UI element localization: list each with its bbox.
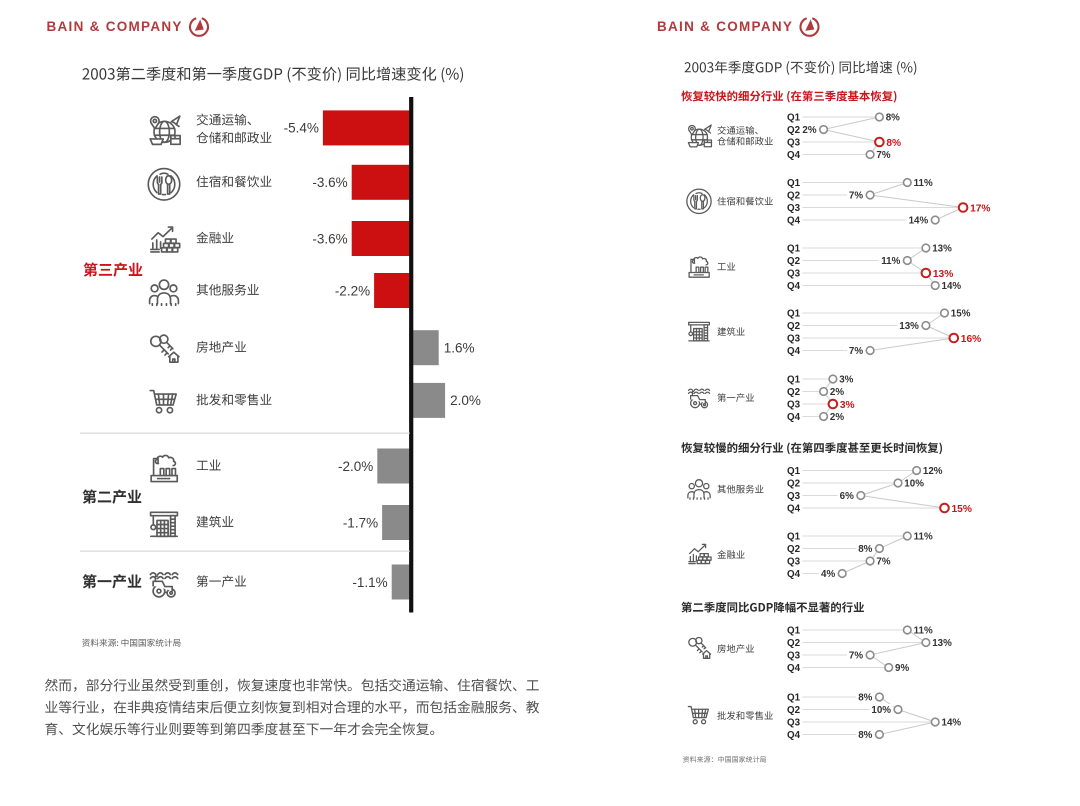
svg-text:Q1: Q1 xyxy=(787,243,801,254)
svg-text:3%: 3% xyxy=(839,375,853,386)
svg-text:Q2: Q2 xyxy=(787,321,801,332)
svg-text:Q3: Q3 xyxy=(787,717,801,728)
svg-text:Q1: Q1 xyxy=(787,625,801,636)
svg-text:14%: 14% xyxy=(909,216,929,227)
svg-text:7%: 7% xyxy=(849,346,863,357)
svg-text:13%: 13% xyxy=(899,321,919,332)
svg-text:14%: 14% xyxy=(942,718,962,729)
svg-text:13%: 13% xyxy=(933,269,953,280)
svg-text:Q2: Q2 xyxy=(787,190,801,201)
svg-text:BAIN & COMPANY: BAIN & COMPANY xyxy=(47,19,183,34)
svg-text:2%: 2% xyxy=(830,387,844,398)
svg-text:8%: 8% xyxy=(858,693,872,704)
svg-text:7%: 7% xyxy=(849,191,863,202)
svg-text:13%: 13% xyxy=(932,638,952,649)
svg-text:11%: 11% xyxy=(914,178,933,189)
svg-text:2%: 2% xyxy=(830,412,844,423)
svg-text:Q2: Q2 xyxy=(787,387,801,398)
svg-text:Q4: Q4 xyxy=(787,412,801,423)
svg-text:8%: 8% xyxy=(858,730,872,741)
svg-text:Q4: Q4 xyxy=(787,503,801,514)
svg-text:17%: 17% xyxy=(970,203,990,214)
svg-text:7%: 7% xyxy=(876,150,890,161)
svg-text:14%: 14% xyxy=(942,281,962,292)
svg-text:10%: 10% xyxy=(871,705,891,716)
svg-text:11%: 11% xyxy=(881,256,900,267)
svg-text:Q4: Q4 xyxy=(787,346,801,357)
svg-text:-2.2%: -2.2% xyxy=(335,283,370,298)
svg-text:Q3: Q3 xyxy=(787,137,801,148)
svg-text:Q4: Q4 xyxy=(787,215,801,226)
svg-text:Q4: Q4 xyxy=(787,663,801,674)
svg-text:Q4: Q4 xyxy=(787,730,801,741)
svg-text:-5.4%: -5.4% xyxy=(284,121,319,136)
svg-text:Q3: Q3 xyxy=(787,203,801,214)
svg-text:-2.0%: -2.0% xyxy=(338,459,373,474)
svg-text:-1.1%: -1.1% xyxy=(352,575,387,590)
svg-text:15%: 15% xyxy=(951,309,971,320)
svg-text:Q2: Q2 xyxy=(787,125,801,136)
svg-text:8%: 8% xyxy=(858,544,872,555)
svg-text:1.6%: 1.6% xyxy=(444,341,475,356)
svg-text:-3.6%: -3.6% xyxy=(312,175,347,190)
svg-text:Q1: Q1 xyxy=(787,308,801,319)
svg-text:2.0%: 2.0% xyxy=(450,393,481,408)
svg-text:Q3: Q3 xyxy=(787,491,801,502)
svg-text:15%: 15% xyxy=(952,504,972,515)
svg-text:Q2: Q2 xyxy=(787,705,801,716)
svg-text:Q1: Q1 xyxy=(787,531,801,542)
svg-text:7%: 7% xyxy=(849,651,863,662)
svg-text:BAIN & COMPANY: BAIN & COMPANY xyxy=(657,19,793,34)
svg-text:8%: 8% xyxy=(886,138,901,149)
svg-text:Q4: Q4 xyxy=(787,569,801,580)
svg-text:Q1: Q1 xyxy=(787,112,801,123)
svg-text:Q3: Q3 xyxy=(787,556,801,567)
svg-text:Q3: Q3 xyxy=(787,650,801,661)
svg-text:Q2: Q2 xyxy=(787,256,801,267)
svg-text:8%: 8% xyxy=(886,113,900,124)
svg-text:Q4: Q4 xyxy=(787,150,801,161)
svg-text:3%: 3% xyxy=(840,400,855,411)
svg-text:13%: 13% xyxy=(932,244,952,255)
svg-text:-1.7%: -1.7% xyxy=(343,515,378,530)
svg-text:10%: 10% xyxy=(904,479,924,490)
svg-text:Q2: Q2 xyxy=(787,638,801,649)
svg-text:Q3: Q3 xyxy=(787,268,801,279)
svg-text:11%: 11% xyxy=(914,626,933,637)
svg-text:9%: 9% xyxy=(895,663,909,674)
svg-text:7%: 7% xyxy=(876,557,890,568)
svg-text:Q2: Q2 xyxy=(787,544,801,555)
svg-text:Q2: Q2 xyxy=(787,478,801,489)
svg-text:12%: 12% xyxy=(923,466,943,477)
svg-text:-3.6%: -3.6% xyxy=(312,231,347,246)
svg-text:6%: 6% xyxy=(840,491,854,502)
svg-text:11%: 11% xyxy=(914,532,933,543)
svg-text:Q4: Q4 xyxy=(787,281,801,292)
svg-text:2%: 2% xyxy=(802,125,816,136)
svg-text:Q3: Q3 xyxy=(787,333,801,344)
svg-text:Q1: Q1 xyxy=(787,466,801,477)
svg-text:Q1: Q1 xyxy=(787,692,801,703)
svg-text:Q3: Q3 xyxy=(787,399,801,410)
svg-text:Q1: Q1 xyxy=(787,178,801,189)
svg-text:Q1: Q1 xyxy=(787,374,801,385)
svg-text:16%: 16% xyxy=(961,334,981,345)
svg-text:4%: 4% xyxy=(821,569,835,580)
